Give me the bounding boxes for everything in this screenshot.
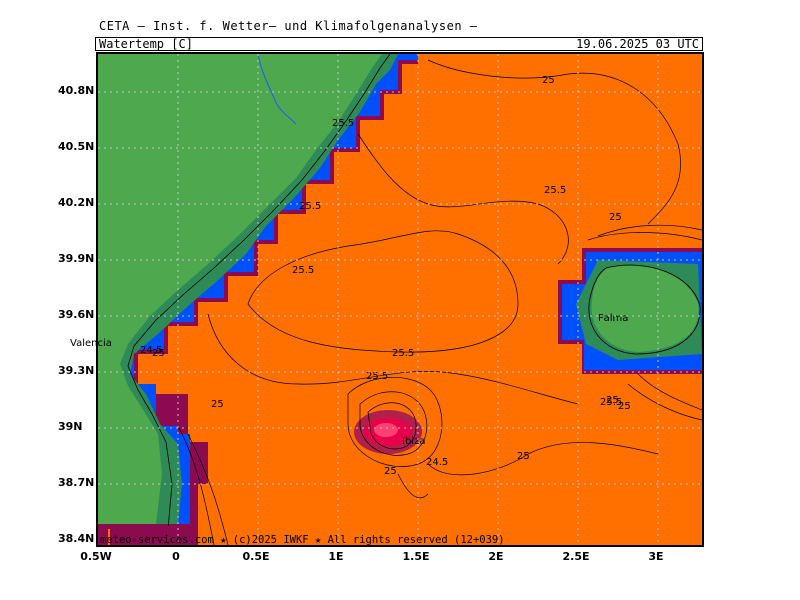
timestamp-label: 19.06.2025 03 UTC — [576, 37, 699, 51]
info-bar: Watertemp_[C] 19.06.2025 03 UTC — [95, 37, 703, 51]
contour-label: 25 — [152, 348, 165, 359]
city-label-ibiza: Ibiza — [402, 436, 425, 447]
y-tick-label: 39.6N — [58, 308, 95, 321]
contour-label: 25 — [542, 75, 555, 86]
x-tick-label: 0 — [172, 550, 180, 563]
graticule — [98, 54, 702, 545]
x-tick-label: 2.5E — [562, 550, 590, 563]
contour-label: 24.5 — [426, 457, 448, 468]
contour-label: 25 — [609, 212, 622, 223]
y-tick-label: 39.3N — [58, 364, 95, 377]
x-tick-label: 1.5E — [402, 550, 430, 563]
y-tick-label: 40.5N — [58, 140, 95, 153]
x-tick-label: 2E — [488, 550, 504, 563]
coast-strip — [110, 526, 198, 545]
contour-label: 25 — [384, 466, 397, 477]
y-tick-label: 40.8N — [58, 84, 95, 97]
variable-label: Watertemp_[C] — [99, 37, 193, 51]
contour-label: 25.5 — [366, 371, 388, 382]
contour-label: 25 — [211, 399, 224, 410]
x-tick-label: 0.5W — [80, 550, 112, 563]
mainland-spain — [98, 54, 418, 545]
city-label-valencia: Valencia — [70, 338, 112, 349]
y-tick-label: 39N — [58, 420, 83, 433]
hotspot — [354, 410, 422, 454]
contour-label: 25.5 — [292, 265, 314, 276]
contour-label: 25.5 — [600, 397, 622, 408]
x-tick-label: 0.5E — [242, 550, 270, 563]
city-label-palma: Palma — [598, 313, 628, 324]
contour-label: 25.5 — [332, 118, 354, 129]
contour-label: 24.5 — [140, 345, 162, 356]
y-tick-label: 38.4N — [58, 532, 95, 545]
contour-label: 25 — [606, 395, 619, 406]
copyright-footer: meteo-services.com ★ (c)2025 IWKF ★ All … — [100, 534, 505, 546]
contour-label: 25.5 — [544, 185, 566, 196]
x-tick-label: 3E — [648, 550, 664, 563]
map-panel: 25 25.5 25.5 25.5 25 25.5 25.5 25.5 24.5… — [96, 52, 704, 547]
contour-label: 25.5 — [392, 348, 414, 359]
y-tick-label: 40.2N — [58, 196, 95, 209]
y-tick-label: 38.7N — [58, 476, 95, 489]
contour-label: 25 — [517, 451, 530, 462]
map-svg: 25 25.5 25.5 25.5 25 25.5 25.5 25.5 24.5… — [98, 54, 702, 545]
y-tick-label: 39.9N — [58, 252, 95, 265]
contour-label: 25 — [618, 401, 631, 412]
contour-lines — [177, 59, 702, 545]
contour-label: 25.5 — [299, 201, 321, 212]
header-title: CETA – Inst. f. Wetter– und Klimafolgena… — [99, 19, 478, 33]
x-tick-label: 1E — [328, 550, 344, 563]
mallorca-island — [558, 248, 702, 374]
